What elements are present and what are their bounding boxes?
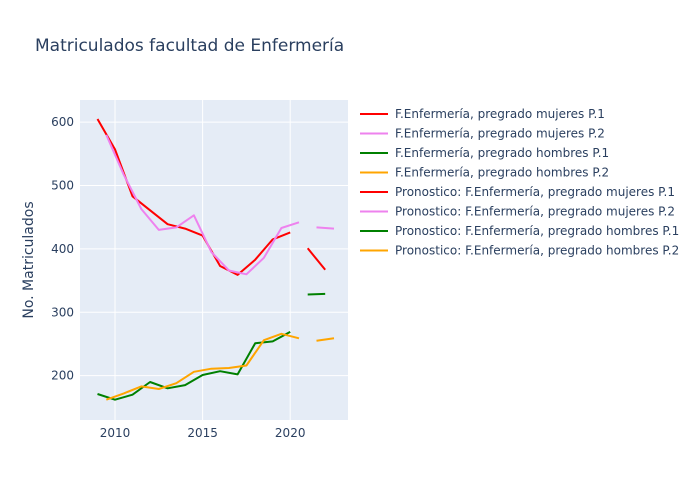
x-tick-label: 2020 (275, 426, 306, 440)
x-tick-label: 2010 (100, 426, 131, 440)
y-tick-label: 400 (51, 242, 74, 256)
series-line-1 (96, 118, 291, 276)
axis-ticks: 200 300 400 500 600 2010 2015 2020 (51, 115, 305, 440)
legend-label: F.Enfermería, pregrado hombres P.2 (395, 166, 609, 180)
legend-label: F.Enfermería, pregrado mujeres P.1 (395, 107, 605, 121)
series-line-5 (306, 247, 326, 271)
legend-label: F.Enfermería, pregrado mujeres P.2 (395, 127, 605, 141)
series-line-6 (316, 226, 335, 230)
series-line-7 (307, 292, 326, 296)
legend-label: F.Enfermería, pregrado hombres P.1 (395, 146, 609, 160)
series-line-4 (105, 332, 300, 401)
gridlines (80, 100, 348, 420)
legend-label: Pronostico: F.Enfermería, pregrado hombr… (395, 244, 679, 258)
y-tick-label: 200 (51, 369, 74, 383)
legend-item[interactable]: Pronostico: F.Enfermería, pregrado hombr… (360, 224, 679, 238)
x-tick-label: 2015 (187, 426, 218, 440)
series-line-8 (316, 337, 335, 342)
series-line-3 (97, 331, 291, 401)
plot-area (80, 100, 348, 420)
chart-title: Matriculados facultad de Enfermería (35, 36, 344, 56)
legend-item[interactable]: F.Enfermería, pregrado mujeres P.2 (360, 127, 605, 141)
legend-item[interactable]: F.Enfermería, pregrado hombres P.2 (360, 166, 609, 180)
legend-item[interactable]: Pronostico: F.Enfermería, pregrado mujer… (360, 205, 675, 219)
y-tick-label: 600 (51, 115, 74, 129)
legend-item[interactable]: Pronostico: F.Enfermería, pregrado hombr… (360, 244, 679, 258)
y-tick-label: 500 (51, 179, 74, 193)
series-lines (96, 118, 335, 401)
legend-item[interactable]: Pronostico: F.Enfermería, pregrado mujer… (360, 185, 675, 199)
legend[interactable]: F.Enfermería, pregrado mujeres P.1 F.Enfe… (360, 107, 679, 258)
legend-item[interactable]: F.Enfermería, pregrado mujeres P.1 (360, 107, 605, 121)
y-tick-label: 300 (51, 305, 74, 319)
legend-label: Pronostico: F.Enfermería, pregrado mujer… (395, 185, 675, 199)
legend-item[interactable]: F.Enfermería, pregrado hombres P.1 (360, 146, 609, 160)
series-line-2 (105, 134, 300, 276)
y-axis-title: No. Matriculados (21, 201, 37, 318)
legend-label: Pronostico: F.Enfermería, pregrado hombr… (395, 224, 679, 238)
legend-label: Pronostico: F.Enfermería, pregrado mujer… (395, 205, 675, 219)
